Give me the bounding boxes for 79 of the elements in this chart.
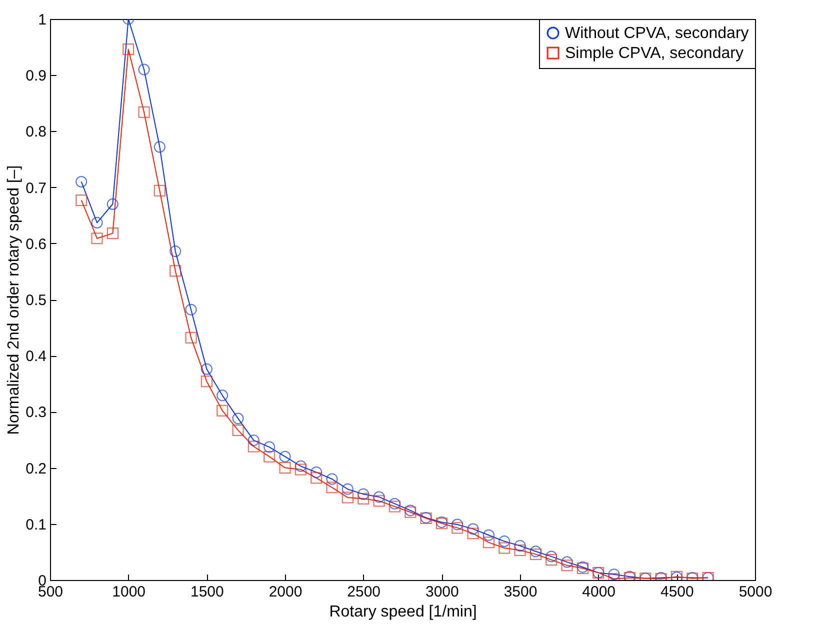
point <box>76 194 88 206</box>
point <box>185 304 197 316</box>
point <box>467 528 479 540</box>
point <box>264 441 276 453</box>
point <box>514 544 526 556</box>
y-tick-label: 0.8 <box>26 124 46 141</box>
point <box>388 500 400 512</box>
point <box>76 176 88 188</box>
point <box>248 440 260 452</box>
point <box>279 462 291 474</box>
point <box>498 542 510 554</box>
x-tick-label: 5000 <box>738 584 772 600</box>
point <box>170 246 182 257</box>
y-tick-label: 1 <box>38 12 46 28</box>
point <box>200 376 212 388</box>
y-axis-title: Normalized 2nd order rotary speed [–] <box>6 165 23 435</box>
point <box>310 466 322 478</box>
x-tick-label: 1000 <box>112 584 146 600</box>
point <box>170 265 182 277</box>
point <box>310 472 322 484</box>
point <box>530 546 542 558</box>
point <box>91 232 103 244</box>
y-tick-label: 0.4 <box>26 348 46 366</box>
point <box>546 550 558 562</box>
x-tick-label: 2500 <box>347 584 381 600</box>
point <box>561 560 573 572</box>
point <box>373 495 385 507</box>
x-tick-label: 3500 <box>504 584 538 600</box>
legend-label: Without CPVA, secondary <box>565 25 749 42</box>
x-axis-title: Rotary speed [1/min] <box>329 604 477 620</box>
y-tick-label: 0.7 <box>26 180 46 197</box>
point <box>91 216 103 228</box>
point <box>482 529 494 541</box>
point <box>264 450 276 462</box>
point <box>358 488 370 500</box>
point <box>216 404 228 416</box>
point <box>498 536 510 548</box>
point <box>608 568 620 580</box>
point <box>342 483 354 495</box>
point <box>106 228 118 240</box>
point <box>279 450 291 462</box>
point <box>514 540 526 552</box>
point <box>216 390 228 402</box>
y-tick-label: 0.2 <box>26 460 46 478</box>
point <box>452 518 464 530</box>
y-tick-label: 0.3 <box>26 404 46 422</box>
x-tick-label: 1500 <box>190 584 224 600</box>
y-tick-label: 0.5 <box>26 292 46 309</box>
point <box>232 424 244 436</box>
point <box>138 64 150 76</box>
point <box>294 464 306 476</box>
y-tick-label: 0.6 <box>26 236 46 253</box>
point <box>326 473 338 485</box>
point <box>388 498 400 510</box>
point <box>248 434 260 446</box>
point <box>342 492 354 504</box>
point <box>452 522 464 534</box>
point <box>326 482 338 494</box>
point <box>185 332 197 344</box>
point <box>546 554 558 566</box>
x-tick-label: 4000 <box>582 584 616 600</box>
point <box>106 198 118 210</box>
point <box>138 106 150 118</box>
x-tick-label: 4500 <box>660 584 694 600</box>
point <box>294 460 306 472</box>
point <box>200 363 212 375</box>
point <box>467 523 479 535</box>
legend-label: Simple CPVA, secondary <box>565 45 744 62</box>
y-tick-label: 0.9 <box>26 68 46 85</box>
point <box>154 184 166 196</box>
point <box>122 44 134 56</box>
point <box>482 536 494 548</box>
point <box>154 141 166 153</box>
x-tick-label: 2000 <box>268 584 302 600</box>
point <box>530 548 542 560</box>
x-tick-label: 3000 <box>425 584 459 600</box>
point <box>358 492 370 504</box>
y-tick-label: 0.1 <box>26 516 46 534</box>
point <box>232 412 244 424</box>
